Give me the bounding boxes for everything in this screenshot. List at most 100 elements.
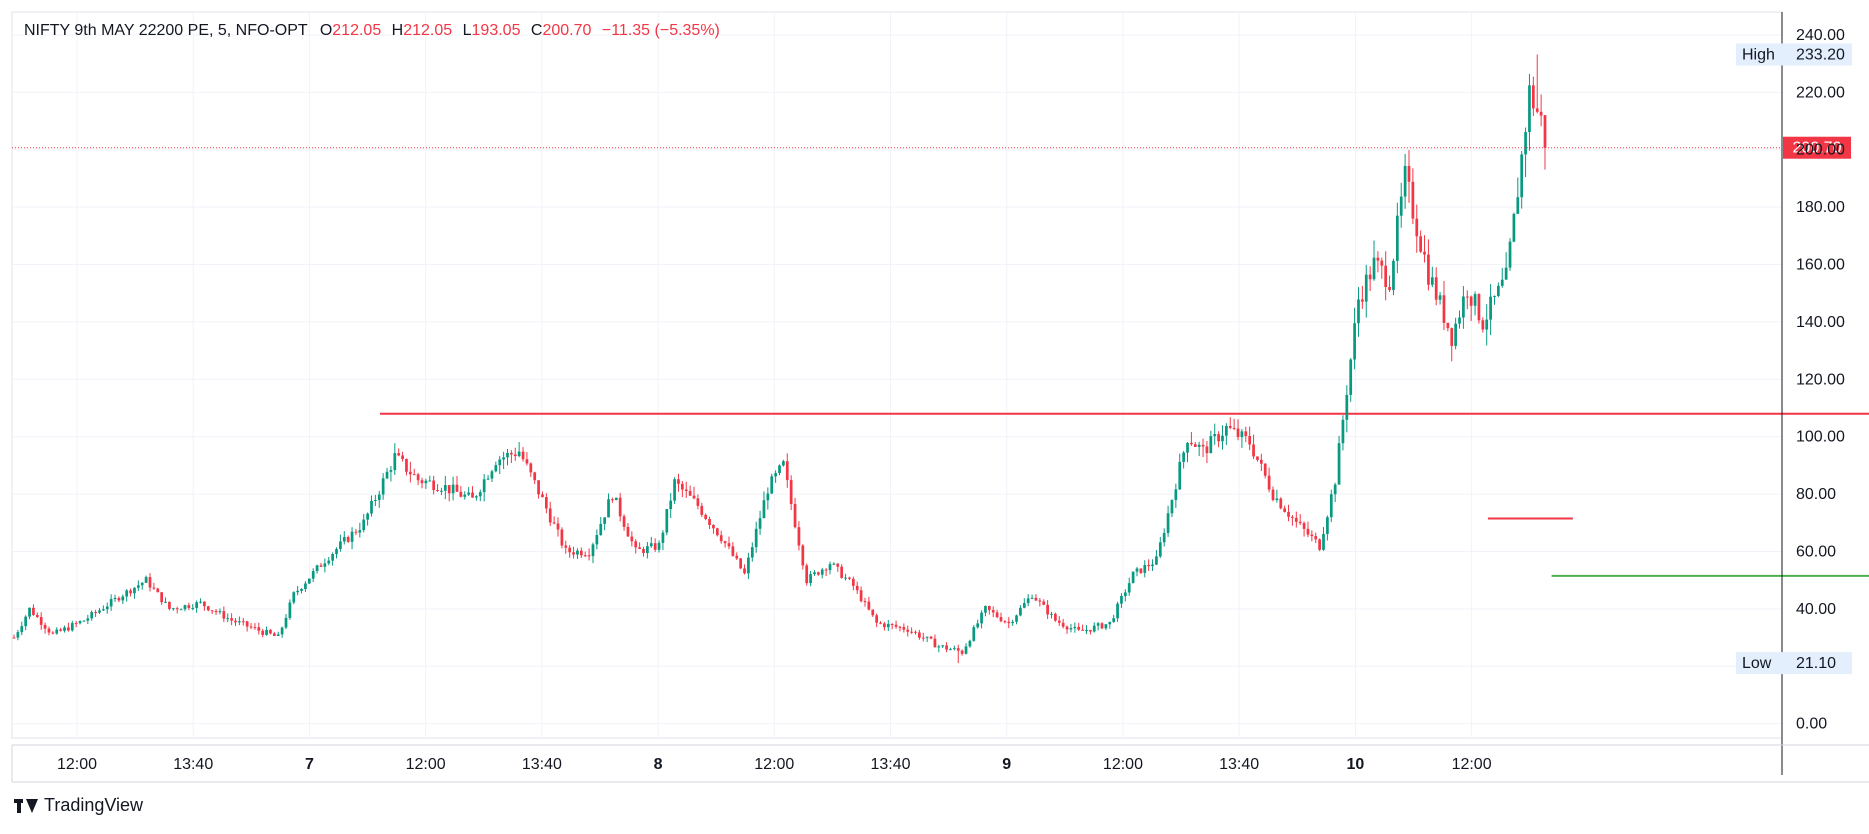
candle-body <box>1341 419 1345 444</box>
candle <box>218 608 222 615</box>
candle-body <box>789 480 793 504</box>
candle-body <box>1050 613 1053 615</box>
candle-body <box>129 590 132 594</box>
candle-body <box>898 626 902 628</box>
candle-body <box>1108 621 1112 625</box>
candle <box>1528 73 1531 151</box>
candle-body <box>366 513 369 520</box>
candle-body <box>1465 296 1469 298</box>
candle <box>1283 505 1287 513</box>
candle <box>401 451 404 462</box>
candle-body <box>564 545 568 548</box>
candle-body <box>234 620 237 623</box>
candle <box>607 493 610 518</box>
candle-body <box>370 500 373 514</box>
candle-body <box>863 601 867 603</box>
candle <box>1155 550 1158 566</box>
candle <box>704 513 708 521</box>
candle-body <box>1166 513 1170 533</box>
x-tick-label: 13:40 <box>1219 756 1259 773</box>
candle-body <box>1279 498 1283 509</box>
candle <box>863 597 867 607</box>
candle <box>976 619 980 629</box>
candle <box>754 521 758 553</box>
candle-body <box>428 480 432 482</box>
x-tick-label: 12:00 <box>406 756 446 773</box>
candle-body <box>941 645 945 647</box>
candle-body <box>67 627 70 631</box>
candle-body <box>1057 620 1061 623</box>
candle <box>991 606 995 618</box>
candle <box>51 631 55 635</box>
candle <box>1209 430 1213 454</box>
candle <box>1205 441 1209 464</box>
candle-body <box>529 463 533 473</box>
candle-body <box>43 624 47 629</box>
candle-body <box>696 498 700 506</box>
candle-body <box>35 614 39 618</box>
candle-body <box>762 500 766 519</box>
x-tick-label: 12:00 <box>57 756 97 773</box>
candle <box>63 625 66 633</box>
candle <box>758 510 762 535</box>
candle-body <box>381 478 385 495</box>
candle <box>171 607 175 611</box>
candle-body <box>238 621 241 623</box>
candle <box>59 627 62 632</box>
candle-body <box>642 548 645 554</box>
candle-body <box>712 524 715 529</box>
candle-body <box>94 612 97 614</box>
candle <box>47 626 51 636</box>
candle <box>564 540 568 554</box>
candle <box>840 564 844 579</box>
x-tick-label: 13:40 <box>173 756 213 773</box>
candle-body <box>614 497 618 501</box>
candle-body <box>1225 426 1228 436</box>
candle <box>1046 600 1049 619</box>
candle <box>665 509 669 536</box>
candle <box>541 491 544 498</box>
candle-body <box>991 610 995 613</box>
candle-body <box>572 552 575 555</box>
candle <box>203 601 206 611</box>
tradingview-brand[interactable]: TradingView <box>14 795 143 816</box>
candle <box>257 622 261 635</box>
candle-body <box>502 457 505 460</box>
candle <box>475 495 478 501</box>
candle-body <box>836 563 840 567</box>
candle-body <box>684 489 688 491</box>
candle <box>999 612 1003 623</box>
candle <box>70 620 74 632</box>
candle <box>238 616 241 626</box>
candle <box>1380 257 1384 279</box>
candle-body <box>1213 434 1217 437</box>
candle-body <box>1092 625 1096 632</box>
candle <box>785 453 789 488</box>
candle-body <box>140 582 144 586</box>
candle-body <box>513 454 517 457</box>
candle <box>1531 76 1535 116</box>
candle <box>1259 453 1263 472</box>
candle-body <box>1244 431 1248 437</box>
candle-body <box>867 601 871 610</box>
candle-body <box>451 484 455 494</box>
candle-body <box>1380 260 1384 266</box>
candle-body <box>1302 523 1306 529</box>
candle-body <box>688 490 692 496</box>
candle-body <box>482 479 486 493</box>
candle-body <box>1423 251 1426 255</box>
candle-body <box>249 626 253 628</box>
candle <box>443 475 447 500</box>
candle-body <box>486 478 490 480</box>
candle <box>587 548 591 561</box>
candle <box>984 605 987 617</box>
candle-body <box>673 479 676 501</box>
candle-body <box>436 490 439 492</box>
candle <box>160 592 164 605</box>
candle-body <box>459 491 463 497</box>
candle <box>836 563 840 572</box>
candle <box>1038 597 1042 607</box>
candle-body <box>296 590 300 593</box>
